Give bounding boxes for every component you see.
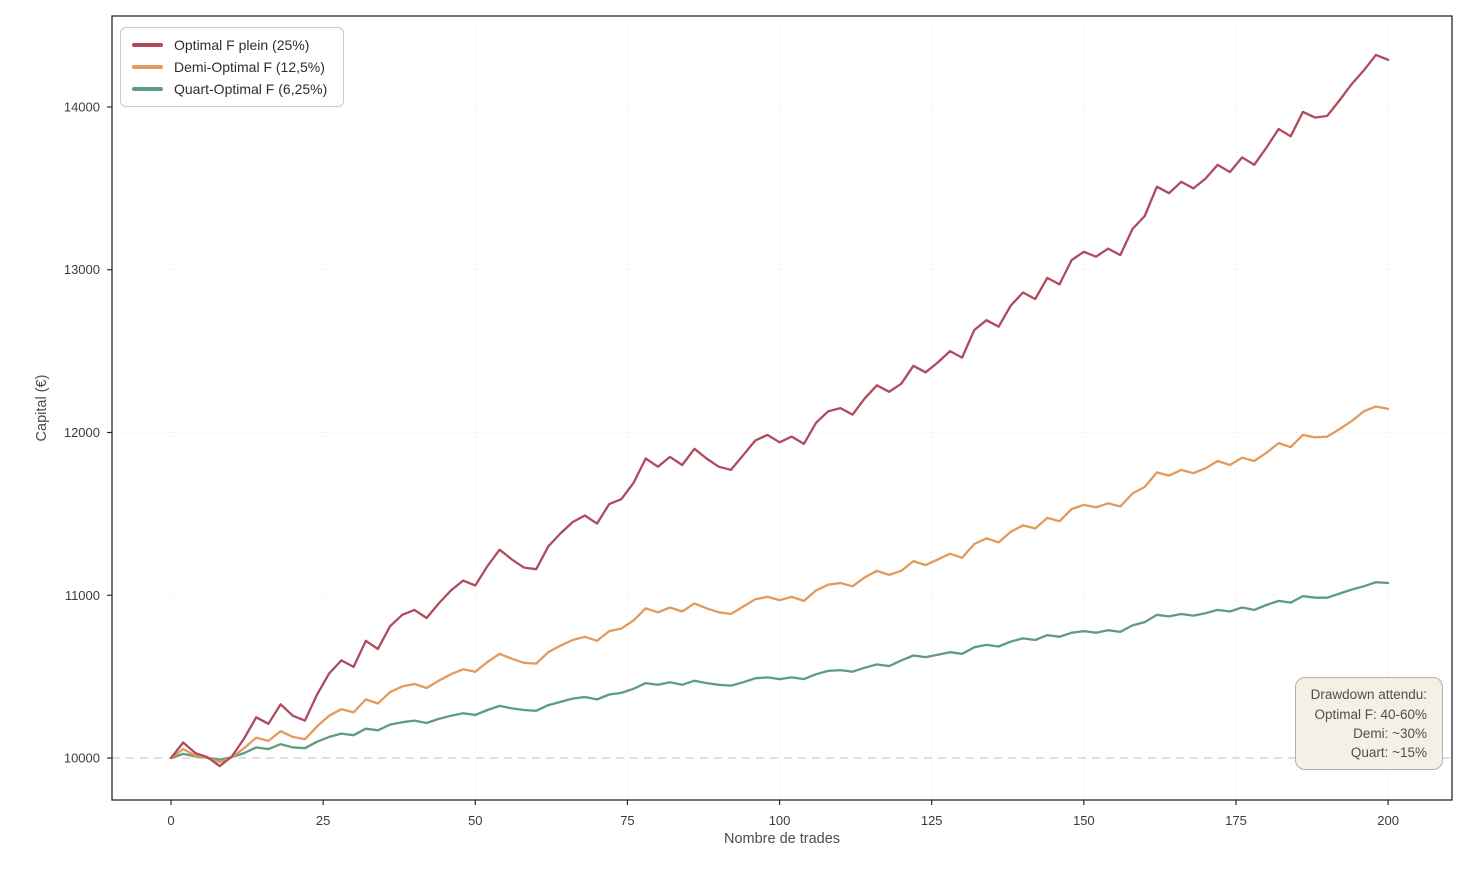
axes-frame: [111, 15, 1453, 801]
x-tick-label: 0: [167, 813, 174, 828]
x-tick-label: 25: [316, 813, 330, 828]
y-axis-title: Capital (€): [34, 374, 50, 442]
legend-item-1: Demi-Optimal F (12,5%): [132, 59, 327, 75]
annotation-line-2: Demi: ~30%: [1353, 725, 1427, 741]
x-tick-label: 200: [1377, 813, 1399, 828]
legend-line-swatch-icon: [132, 43, 163, 47]
x-tick-label: 75: [620, 813, 634, 828]
legend: Optimal F plein (25%) Demi-Optimal F (12,…: [120, 27, 345, 107]
legend-line-swatch-icon: [132, 65, 163, 69]
x-tick-label: 150: [1073, 813, 1095, 828]
x-tick-label: 125: [921, 813, 943, 828]
x-tick-label: 100: [769, 813, 791, 828]
y-tick-label: 11000: [65, 588, 100, 603]
series-line-0: [169, 53, 1390, 768]
y-tick-label: 12000: [64, 425, 100, 440]
x-tick-label: 175: [1225, 813, 1247, 828]
series-line-2: [169, 581, 1390, 761]
annotation-line-0: Drawdown attendu:: [1310, 687, 1427, 703]
legend-label: Quart-Optimal F (6,25%): [174, 81, 328, 97]
y-tick-label: 10000: [64, 751, 100, 766]
legend-label: Demi-Optimal F (12,5%): [174, 59, 325, 75]
legend-label: Optimal F plein (25%): [174, 37, 310, 53]
annotation-line-1: Optimal F: 40-60%: [1314, 706, 1427, 722]
drawdown-annotation: Drawdown attendu: Optimal F: 40-60% Demi: …: [1294, 677, 1443, 770]
y-tick-label: 14000: [64, 99, 100, 114]
x-tick-label: 50: [468, 813, 482, 828]
legend-item-0: Optimal F plein (25%): [132, 37, 327, 53]
x-axis-title: Nombre de trades: [723, 831, 841, 847]
y-tick-label: 13000: [64, 262, 100, 277]
legend-item-2: Quart-Optimal F (6,25%): [132, 81, 327, 97]
legend-line-swatch-icon: [132, 87, 163, 91]
series-line-1: [169, 405, 1390, 764]
annotation-line-3: Quart: ~15%: [1350, 744, 1427, 760]
